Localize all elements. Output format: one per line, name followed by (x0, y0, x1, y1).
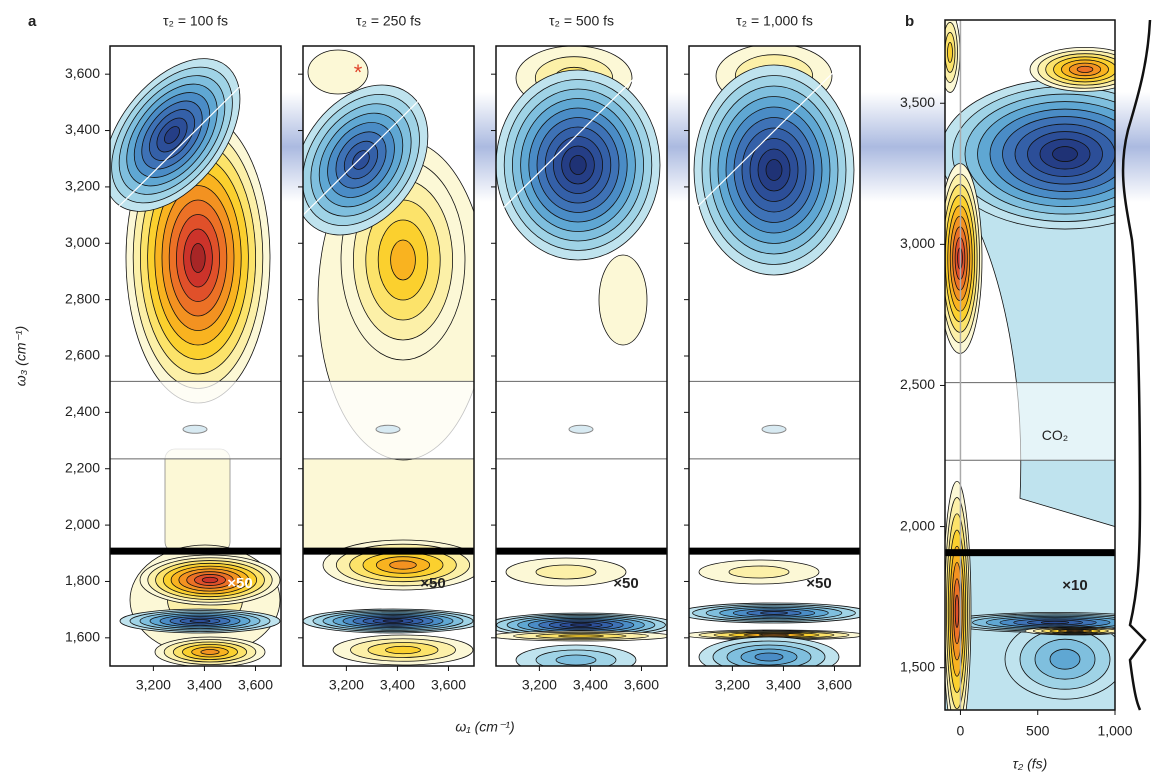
contour (762, 425, 786, 433)
contour (191, 244, 205, 273)
y-tick-label: 3,000 (900, 235, 935, 251)
x-tick-label: 3,600 (624, 677, 659, 693)
contour (729, 566, 789, 578)
scale-label: ×50 (227, 575, 252, 592)
axis-break (110, 548, 281, 555)
contour (190, 620, 210, 623)
x-tick-label: 3,400 (187, 677, 222, 693)
x-tick-label: 500 (1026, 723, 1050, 739)
figure: a b ω₃ (cm⁻¹) ω₁ (cm⁻¹) τ₂ (fs) τ₂ = 100… (0, 0, 1158, 779)
scale-label: ×50 (613, 575, 638, 592)
annotation: CO₂ (1042, 427, 1068, 443)
plot-area (77, 34, 281, 667)
y-tick-label: 2,800 (65, 290, 100, 306)
axis-break (496, 548, 667, 555)
y-tick-label: 2,400 (65, 403, 100, 419)
axis-break (689, 548, 860, 555)
contour (386, 646, 421, 654)
x-tick-label: 3,400 (380, 677, 415, 693)
y-tick-label: 2,600 (65, 347, 100, 363)
plot-area (486, 46, 676, 675)
contour (559, 635, 604, 638)
axis-break (945, 549, 1115, 556)
x-tick-label: 3,600 (431, 677, 466, 693)
x-tick-label: 3,600 (817, 677, 852, 693)
x-tick-label: 3,200 (329, 677, 364, 693)
x-axis-label: ω₁ (cm⁻¹) (455, 719, 514, 735)
y-tick-label: 2,000 (65, 516, 100, 532)
y-tick-label: 3,000 (65, 234, 100, 250)
panel-label: a (28, 13, 37, 30)
contour (1053, 147, 1078, 162)
x-tick-label: 3,400 (766, 677, 801, 693)
contour (183, 425, 207, 433)
contour (556, 655, 596, 665)
x-tick-label: 3,400 (573, 677, 608, 693)
contour (569, 425, 593, 433)
y-tick-label: 1,500 (900, 658, 935, 674)
panel-title: τ₂ = 100 fs (163, 13, 228, 29)
scale-label: ×50 (420, 575, 445, 592)
x-tick-label: 3,200 (715, 677, 750, 693)
x-tick-label: 3,200 (136, 677, 171, 693)
contour (383, 620, 403, 623)
scale-label: ×10 (1062, 577, 1087, 594)
panel-title: τ₂ = 500 fs (549, 13, 614, 29)
y-tick-label: 1,600 (65, 629, 100, 645)
panel-title: τ₂ = 1,000 fs (736, 13, 813, 29)
overlay (945, 383, 1115, 461)
y-tick-label: 3,500 (900, 94, 935, 110)
overlay (303, 381, 474, 459)
x-tick-label: 3,600 (238, 677, 273, 693)
y-tick-label: 1,800 (65, 572, 100, 588)
contour (1067, 630, 1084, 631)
scale-label: ×50 (806, 575, 831, 592)
panel-title: τ₂ = 250 fs (356, 13, 421, 29)
y-tick-label: 2,000 (900, 517, 935, 533)
contour-fill (303, 459, 474, 552)
x-tick-label: 0 (957, 723, 965, 739)
contour (948, 42, 953, 62)
contour (570, 156, 586, 175)
contour (376, 425, 400, 433)
contour-fill (165, 449, 230, 552)
contour (755, 653, 783, 661)
y-tick-label: 2,500 (900, 376, 935, 392)
annotation: * (354, 60, 363, 85)
x-tick-label: 1,000 (1097, 723, 1132, 739)
overlay (110, 381, 281, 459)
x-tick-label: 3,200 (522, 677, 557, 693)
contour (202, 577, 218, 583)
contour (570, 624, 591, 627)
plot-area (679, 44, 869, 677)
contour (1050, 649, 1080, 669)
y-tick-label: 3,600 (65, 65, 100, 81)
y-tick-label: 3,400 (65, 121, 100, 137)
axis-break (303, 548, 474, 555)
y-tick-label: 2,200 (65, 459, 100, 475)
contour (391, 240, 416, 280)
contour (1077, 66, 1093, 72)
contour (955, 595, 959, 628)
y-tick-label: 3,200 (65, 178, 100, 194)
contour (599, 255, 647, 345)
panel-label: b (905, 13, 914, 30)
contour (760, 612, 787, 615)
contour (390, 561, 417, 569)
x-axis-label: τ₂ (fs) (1013, 756, 1048, 772)
contour (766, 160, 782, 181)
overlay (496, 381, 667, 459)
y-axis-label: ω₃ (cm⁻¹) (13, 326, 29, 386)
contour (1041, 621, 1069, 624)
contour (536, 565, 596, 579)
contour (201, 650, 219, 655)
contour (759, 634, 789, 636)
overlay (689, 381, 860, 459)
